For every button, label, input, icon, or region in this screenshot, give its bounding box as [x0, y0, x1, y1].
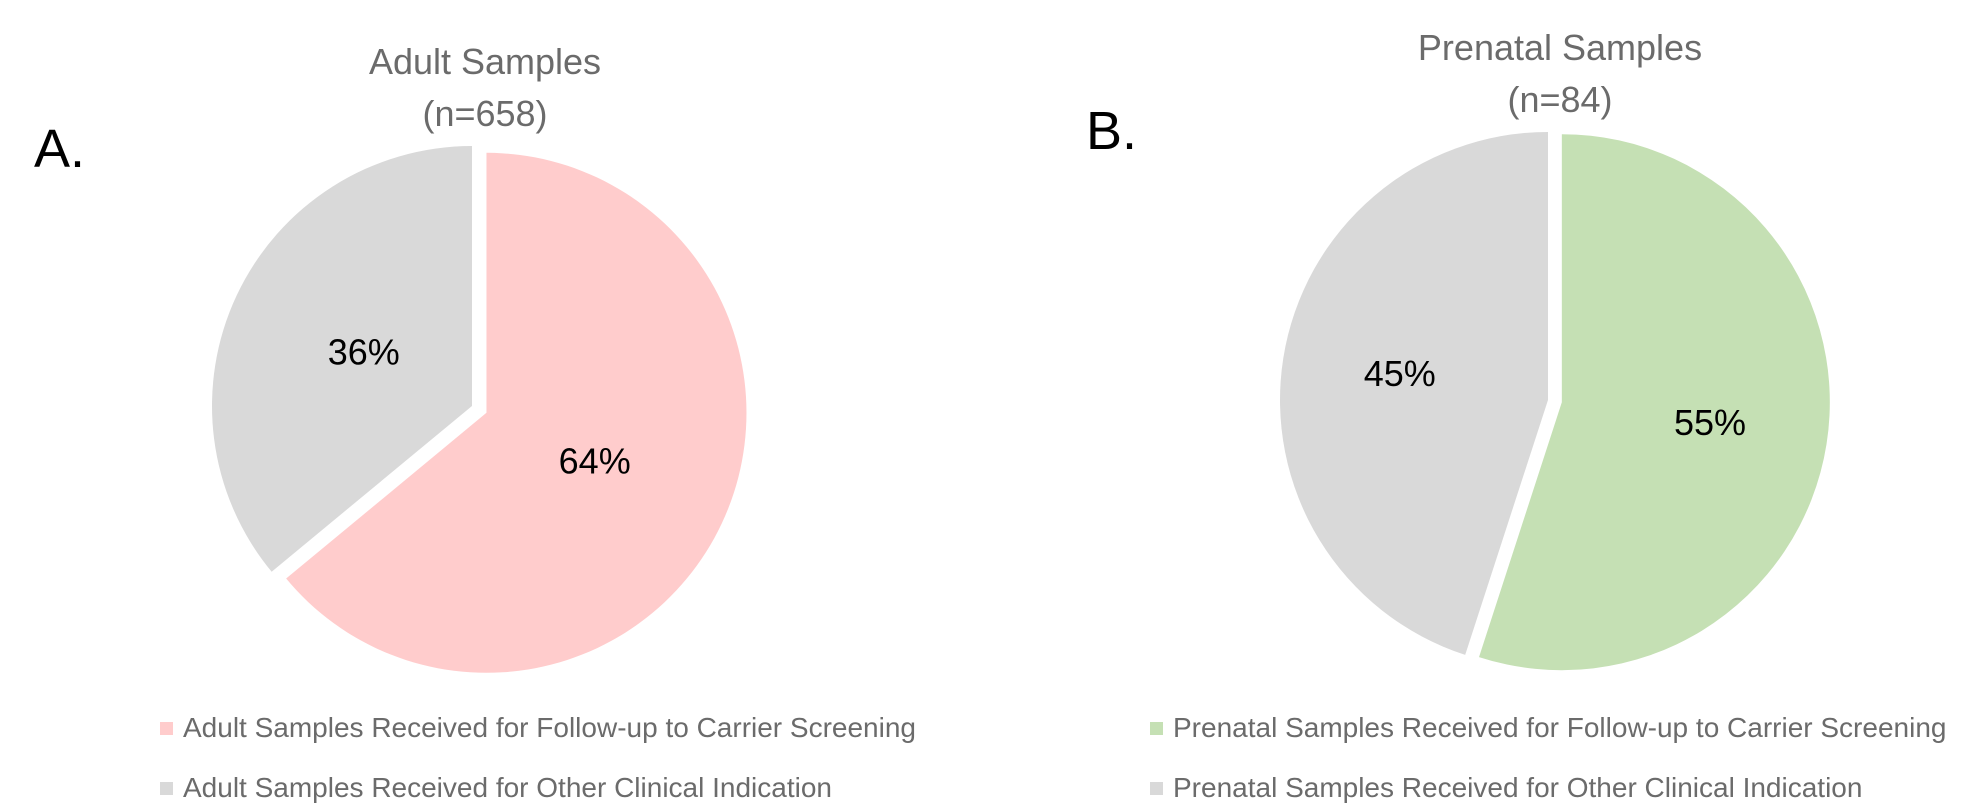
legend-swatch	[1150, 721, 1163, 735]
legend-item: Adult Samples Received for Other Clinica…	[160, 768, 916, 808]
legend-label: Adult Samples Received for Other Clinica…	[183, 772, 832, 803]
legend-label: Prenatal Samples Received for Follow-up …	[1173, 712, 1947, 743]
chart-panel-b: B. Prenatal Samples (n=84) 55% 45% Prenat…	[1000, 0, 1963, 803]
pie-slice	[286, 152, 747, 673]
legend-swatch	[160, 721, 173, 735]
legend-swatch	[1150, 781, 1163, 795]
legend-label: Adult Samples Received for Follow-up to …	[183, 712, 916, 743]
pie-slice	[1280, 132, 1548, 655]
legend-label: Prenatal Samples Received for Other Clin…	[1173, 772, 1863, 803]
pie-slice	[1479, 134, 1830, 671]
chart-subtitle: (n=84)	[1507, 79, 1613, 120]
panel-label: A.	[34, 119, 86, 179]
chart-legend: Prenatal Samples Received for Follow-up …	[1150, 708, 1946, 808]
legend-item: Adult Samples Received for Follow-up to …	[160, 708, 916, 748]
pie-chart: 64% 36%	[212, 146, 747, 673]
pie-chart: 55% 45%	[1280, 132, 1830, 671]
data-label: 55%	[1674, 402, 1746, 443]
legend-item: Prenatal Samples Received for Other Clin…	[1150, 768, 1946, 808]
chart-panel-a: A. Adult Samples (n=658) 64% 36% Adult Sa…	[34, 36, 916, 803]
panel-label: B.	[1086, 101, 1138, 161]
chart-title: Prenatal Samples (n=84)	[1360, 22, 1760, 126]
chart-title-text: Adult Samples	[368, 41, 602, 82]
pie-slice	[212, 146, 473, 572]
data-label: 45%	[1364, 353, 1436, 394]
legend-item: Prenatal Samples Received for Follow-up …	[1150, 708, 1946, 748]
chart-legend: Adult Samples Received for Follow-up to …	[160, 708, 916, 808]
legend-swatch	[160, 781, 173, 795]
chart-title-text: Prenatal Samples	[1417, 27, 1703, 68]
data-label: 64%	[559, 440, 631, 481]
chart-title: Adult Samples (n=658)	[285, 36, 685, 140]
data-label: 36%	[328, 332, 400, 373]
chart-subtitle: (n=658)	[422, 93, 548, 134]
